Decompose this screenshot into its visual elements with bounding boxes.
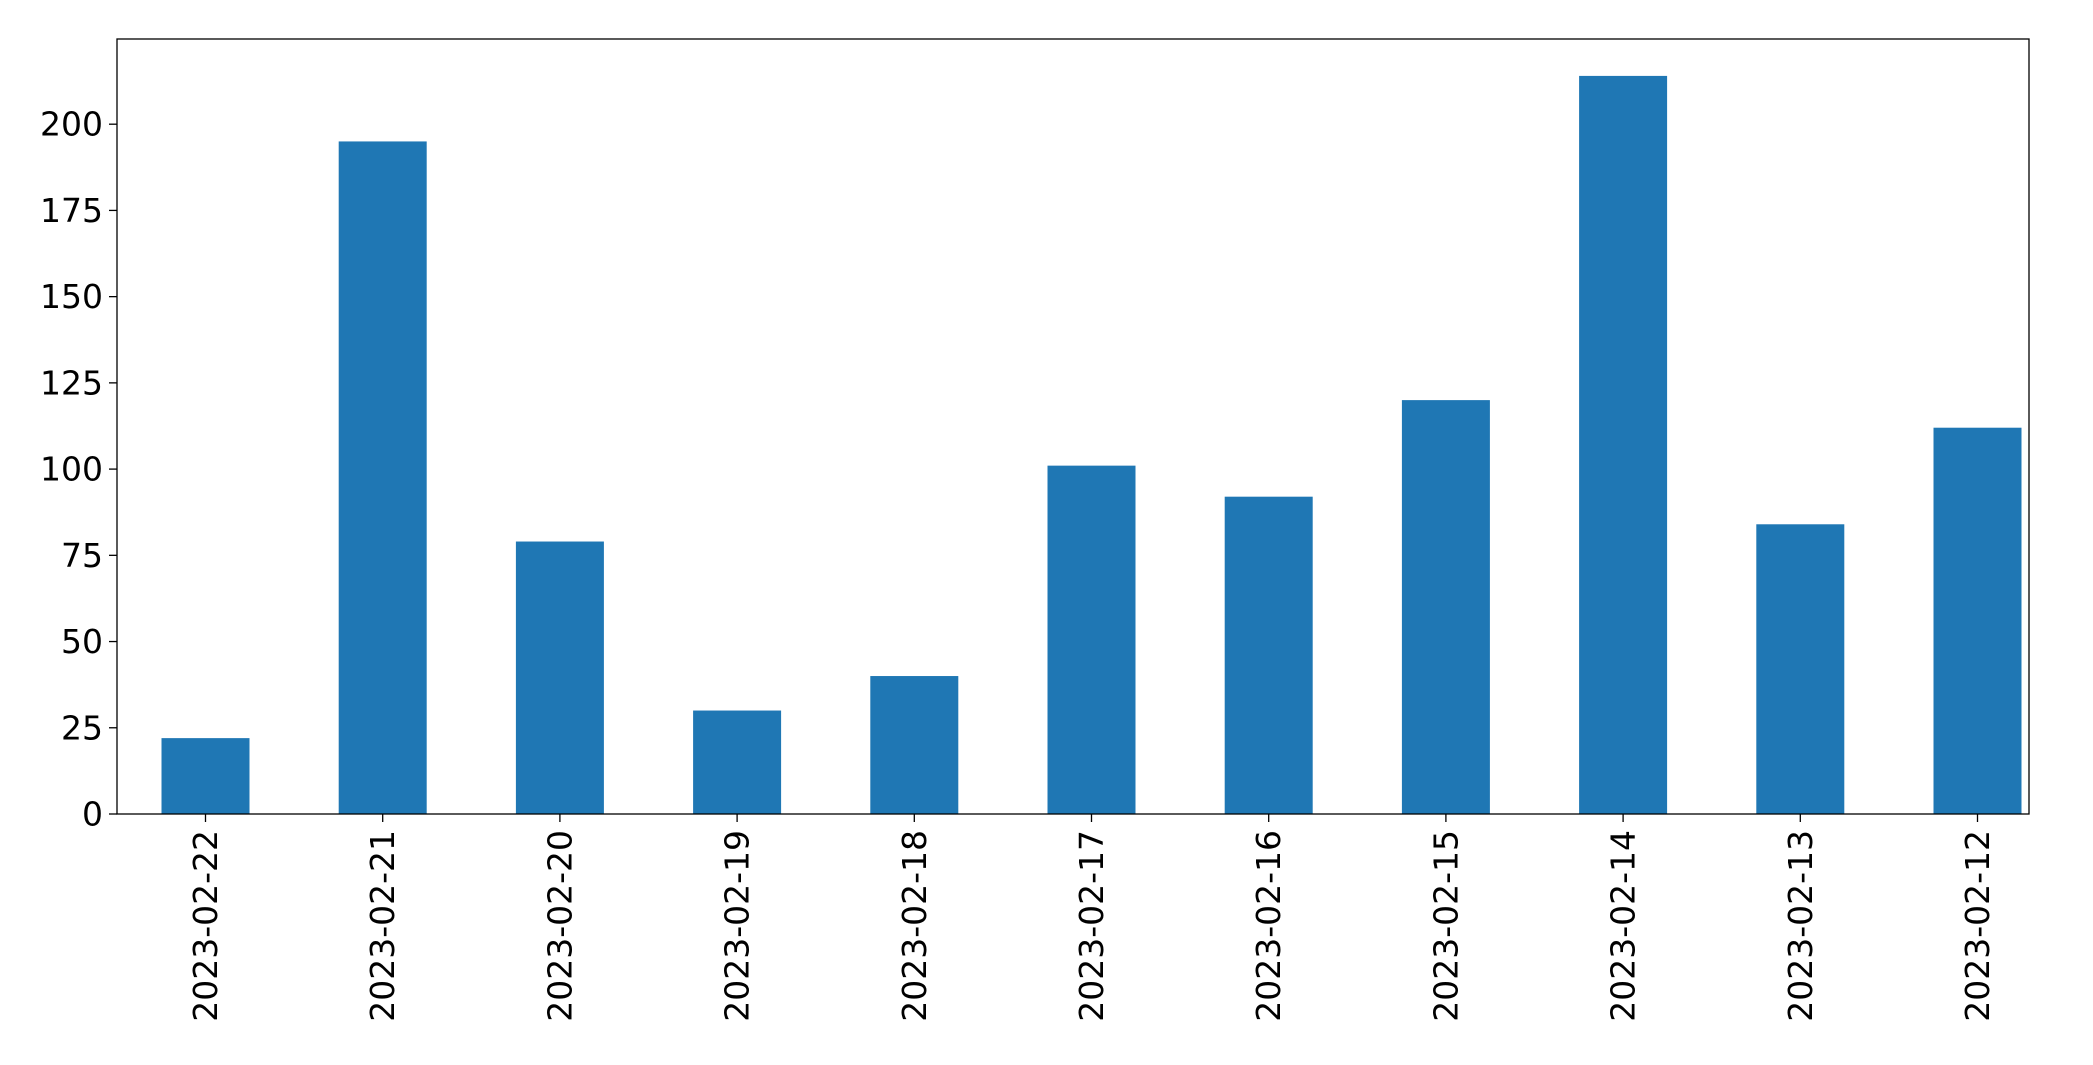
y-tick-label: 75 (61, 536, 103, 575)
bar-2023-02-14 (1579, 75, 1668, 814)
plot-frame (116, 38, 2030, 815)
bars-layer (161, 75, 2022, 814)
bar-2023-02-22 (161, 738, 250, 814)
y-tick-label: 100 (40, 450, 103, 489)
x-tick-label: 2023-02-22 (186, 830, 225, 1022)
bar-2023-02-21 (338, 141, 427, 814)
x-tick-label: 2023-02-16 (1249, 830, 1288, 1022)
x-tick-label: 2023-02-19 (718, 830, 757, 1022)
y-tick-label: 125 (40, 363, 103, 402)
y-tick-label: 25 (61, 708, 103, 747)
x-tick-label: 2023-02-14 (1604, 830, 1643, 1022)
bar-2023-02-12 (1933, 427, 2022, 814)
y-tick-label: 50 (61, 622, 103, 661)
x-tick-label: 2023-02-12 (1958, 830, 1997, 1022)
x-tick-label: 2023-02-20 (540, 830, 579, 1022)
bar-2023-02-17 (1047, 465, 1136, 814)
x-axis: 2023-02-22 2023-02-21 2023-02-20 2023-02-19… (186, 814, 1997, 1022)
x-tick-label: 2023-02-18 (895, 830, 934, 1022)
y-tick-label: 0 (82, 795, 103, 834)
x-tick-label: 2023-02-13 (1781, 830, 1820, 1022)
bar-2023-02-13 (1756, 524, 1845, 814)
bar-2023-02-18 (870, 676, 959, 814)
x-tick-label: 2023-02-17 (1072, 830, 1111, 1022)
y-tick-label: 150 (40, 277, 103, 316)
x-tick-label: 2023-02-15 (1426, 830, 1465, 1022)
y-axis: 0 25 50 75 100 125 150 175 200 (40, 105, 117, 834)
y-tick-label: 200 (40, 105, 103, 144)
x-tick-label: 2023-02-21 (363, 830, 402, 1022)
bar-2023-02-20 (515, 541, 604, 814)
y-tick-label: 175 (40, 191, 103, 230)
bar-2023-02-15 (1401, 400, 1490, 814)
bar-2023-02-19 (693, 710, 782, 814)
bar-2023-02-16 (1224, 496, 1313, 814)
